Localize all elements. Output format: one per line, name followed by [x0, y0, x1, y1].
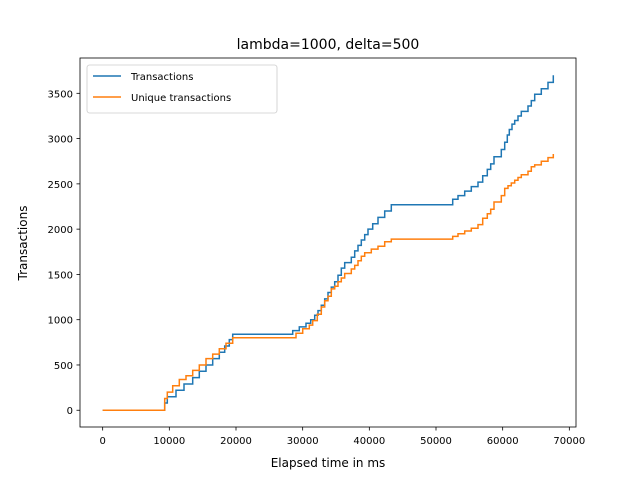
x-tick-label: 60000	[487, 436, 519, 447]
legend-box	[86, 64, 278, 114]
x-tick-label: 40000	[353, 436, 385, 447]
chart-title: lambda=1000, delta=500	[237, 37, 420, 53]
x-tick-label: 30000	[287, 436, 319, 447]
x-tick-label: 50000	[420, 436, 452, 447]
legend: Transactions Unique transactions	[86, 64, 278, 114]
series-line-0	[102, 75, 555, 411]
y-tick-label: 1500	[48, 270, 73, 281]
legend-label-0: Transactions	[130, 72, 193, 83]
y-tick-label: 2500	[48, 180, 73, 191]
y-tick-label: 3500	[48, 89, 73, 100]
y-tick-label: 3000	[48, 135, 73, 146]
y-tick-label: 0	[67, 406, 73, 417]
x-axis: 0 10000 20000 30000 40000 50000 60000 70000	[99, 427, 585, 447]
series-line-1	[102, 154, 555, 411]
x-axis-label: Elapsed time in ms	[271, 456, 386, 470]
legend-label-1: Unique transactions	[131, 93, 231, 104]
y-tick-label: 500	[54, 361, 73, 372]
plot-area	[102, 75, 555, 411]
x-tick-label: 70000	[553, 436, 585, 447]
x-tick-label: 10000	[153, 436, 185, 447]
y-tick-label: 2000	[48, 225, 73, 236]
x-tick-label: 20000	[220, 436, 252, 447]
y-axis-label: Transactions	[16, 206, 30, 282]
y-axis: 0 500 1000 1500 2000 2500 3000 3500	[48, 89, 80, 417]
x-tick-label: 0	[99, 436, 105, 447]
plot-frame	[79, 57, 577, 428]
y-tick-label: 1000	[48, 316, 73, 327]
